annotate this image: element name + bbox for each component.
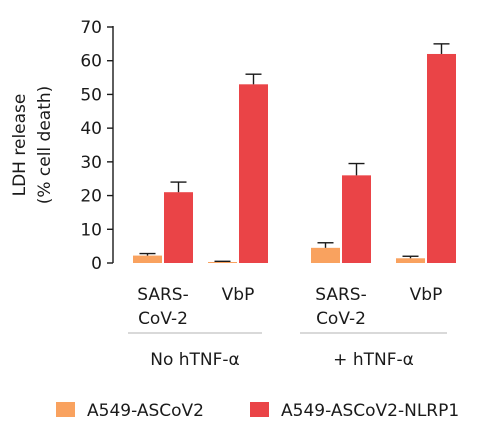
y-tick-label: 30 — [80, 153, 102, 173]
x-axis: SARS- CoV-2 VbP SARS- CoV-2 VbP No hTNF-α + hTN… — [128, 285, 447, 370]
bar — [208, 261, 237, 263]
y-tick-label: 20 — [80, 187, 102, 207]
y-axis-label: LDH release (% cell death) — [10, 86, 55, 205]
y-axis-label-line: LDH release — [10, 94, 30, 197]
y-tick-label: 0 — [91, 254, 102, 274]
bars — [133, 53, 456, 263]
y-axis: 0 10 20 30 40 50 60 70 — [80, 18, 114, 274]
legend: A549-ASCoV2 A549-ASCoV2-NLRP1 — [56, 401, 459, 421]
bar — [342, 175, 371, 263]
x-category-label: VbP — [222, 285, 255, 305]
legend-label: A549-ASCoV2-NLRP1 — [281, 401, 459, 421]
x-category-label: SARS- — [315, 285, 366, 305]
bar — [133, 255, 162, 263]
bar — [311, 247, 340, 263]
legend-label: A549-ASCoV2 — [87, 401, 204, 421]
x-category-label: CoV-2 — [316, 309, 366, 329]
y-tick-label: 10 — [80, 220, 102, 240]
bar — [396, 258, 425, 263]
bar — [164, 192, 193, 263]
x-category-label: VbP — [410, 285, 443, 305]
y-tick-label: 70 — [80, 18, 102, 38]
x-category-label: SARS- — [137, 285, 188, 305]
group-label: + hTNF-α — [333, 350, 414, 370]
y-axis-label-line: (% cell death) — [35, 86, 55, 205]
legend-swatch — [250, 402, 269, 417]
legend-swatch — [56, 402, 75, 417]
bar — [427, 53, 456, 263]
x-category-label: CoV-2 — [138, 309, 188, 329]
group-label: No hTNF-α — [150, 350, 240, 370]
y-tick-label: 40 — [80, 119, 102, 139]
y-tick-label: 60 — [80, 52, 102, 72]
y-tick-label: 50 — [80, 85, 102, 105]
bar — [239, 84, 268, 263]
error-bars — [139, 43, 450, 263]
